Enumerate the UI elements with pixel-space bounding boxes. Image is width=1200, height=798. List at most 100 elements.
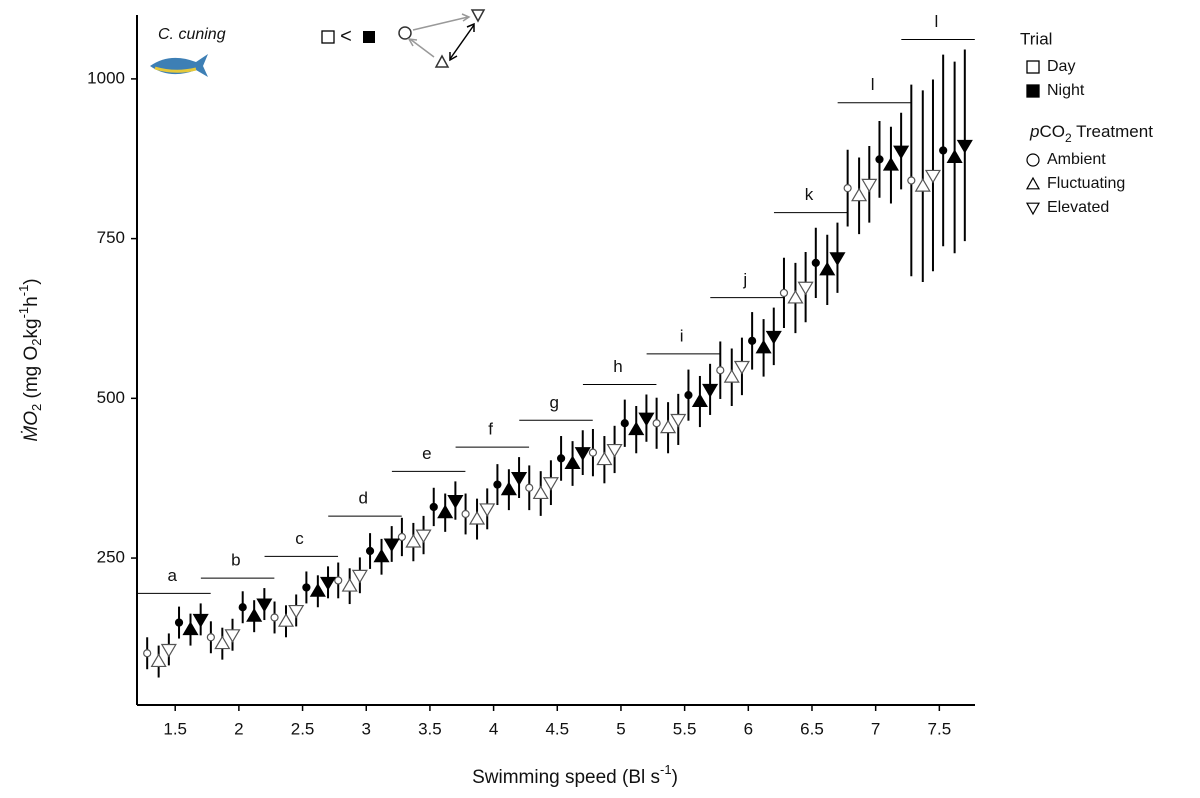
group-letter: e [422,444,431,463]
y-tick-label: 250 [97,548,125,567]
x-tick-label: 2 [234,719,243,738]
group-letter: j [742,270,747,289]
point [341,577,358,592]
point [956,139,973,154]
legend-label: Night [1047,82,1085,99]
x-label-end: ) [672,767,678,788]
group-letter: i [680,326,684,345]
group-letter: l [934,12,938,31]
point [914,178,931,192]
point [468,510,486,525]
group-letter: b [231,551,240,570]
x-tick-label: 6.5 [800,719,824,738]
x-axis-label: Swimming speed (Bl s-1) [472,762,678,788]
y-label-part: -1 [16,307,31,319]
point [365,546,375,556]
point [500,481,517,496]
point [437,504,454,519]
point [564,455,581,469]
point [851,187,868,202]
point [511,472,528,486]
point [946,149,963,163]
x-label-main: Swimming speed (Bl s [472,767,660,788]
point [670,413,687,428]
x-tick-label: 3 [362,719,371,738]
point [214,635,231,650]
x-tick-label: 4 [489,719,498,738]
point [373,548,390,563]
point [596,451,613,466]
point [588,448,598,457]
y-label-part: ṀO [21,411,42,442]
x-tick-label: 5.5 [673,719,697,738]
point [532,485,549,500]
inset-diagram [398,9,486,68]
group-letter: a [167,566,177,585]
point [652,419,661,428]
x-tick-label: 7 [871,719,880,738]
fish-icon [150,54,208,77]
point [238,603,247,612]
point [882,156,899,171]
legend-title-part: Treatment [1072,122,1154,141]
inset-relation: < [340,25,352,47]
point [246,608,263,622]
point [779,288,789,298]
y-label-part: kg [21,318,42,338]
point [819,261,836,276]
x-tick-label: 2.5 [291,719,315,738]
point [843,184,852,193]
group-letter: l [871,75,875,94]
point [620,419,629,428]
y-label-part: (mg O [21,346,42,404]
point [256,598,273,613]
point [206,633,215,642]
point [143,649,152,658]
group-letter: k [805,185,814,204]
legend-title-part: 2 [1065,131,1072,145]
point [224,629,241,643]
point [829,252,846,266]
group-letter: f [488,420,493,439]
point [182,621,199,636]
group-letter: h [613,357,622,376]
legend-marker [1025,176,1041,190]
point [556,454,566,463]
point [288,604,305,619]
point [765,330,782,345]
y-axis-label: ṀO2 (mg O2kg-1h-1) [16,278,44,441]
legend-marker [1025,202,1041,216]
x-tick-label: 7.5 [928,719,952,738]
point [606,443,623,458]
y-label-part: 2 [29,338,44,345]
legend-label: Fluctuating [1047,175,1125,192]
point [660,419,677,434]
species-label: C. cuning [158,26,226,43]
point [383,538,400,553]
point [174,618,184,627]
y-tick-label: 750 [97,228,125,247]
y-label-part: h [21,296,42,307]
x-tick-label: 5 [616,719,625,738]
point [270,613,279,622]
legend-title-part: p [1029,122,1039,141]
legend-marker [1026,153,1040,167]
y-label-part: ) [21,278,42,284]
y-label-part: 2 [29,404,44,411]
point [192,613,209,628]
group-letter: c [295,529,304,548]
legend-label: Ambient [1047,151,1106,168]
point [733,360,750,375]
point [939,146,948,155]
point [628,421,645,436]
point [787,289,804,304]
x-tick-label: 1.5 [163,719,187,738]
point [351,569,368,584]
point [319,576,337,591]
point [447,495,464,509]
legend-swatch [1026,60,1040,74]
y-tick-label: 1000 [87,68,125,87]
point [574,447,591,461]
x-tick-label: 4.5 [545,719,569,738]
point [748,336,757,345]
